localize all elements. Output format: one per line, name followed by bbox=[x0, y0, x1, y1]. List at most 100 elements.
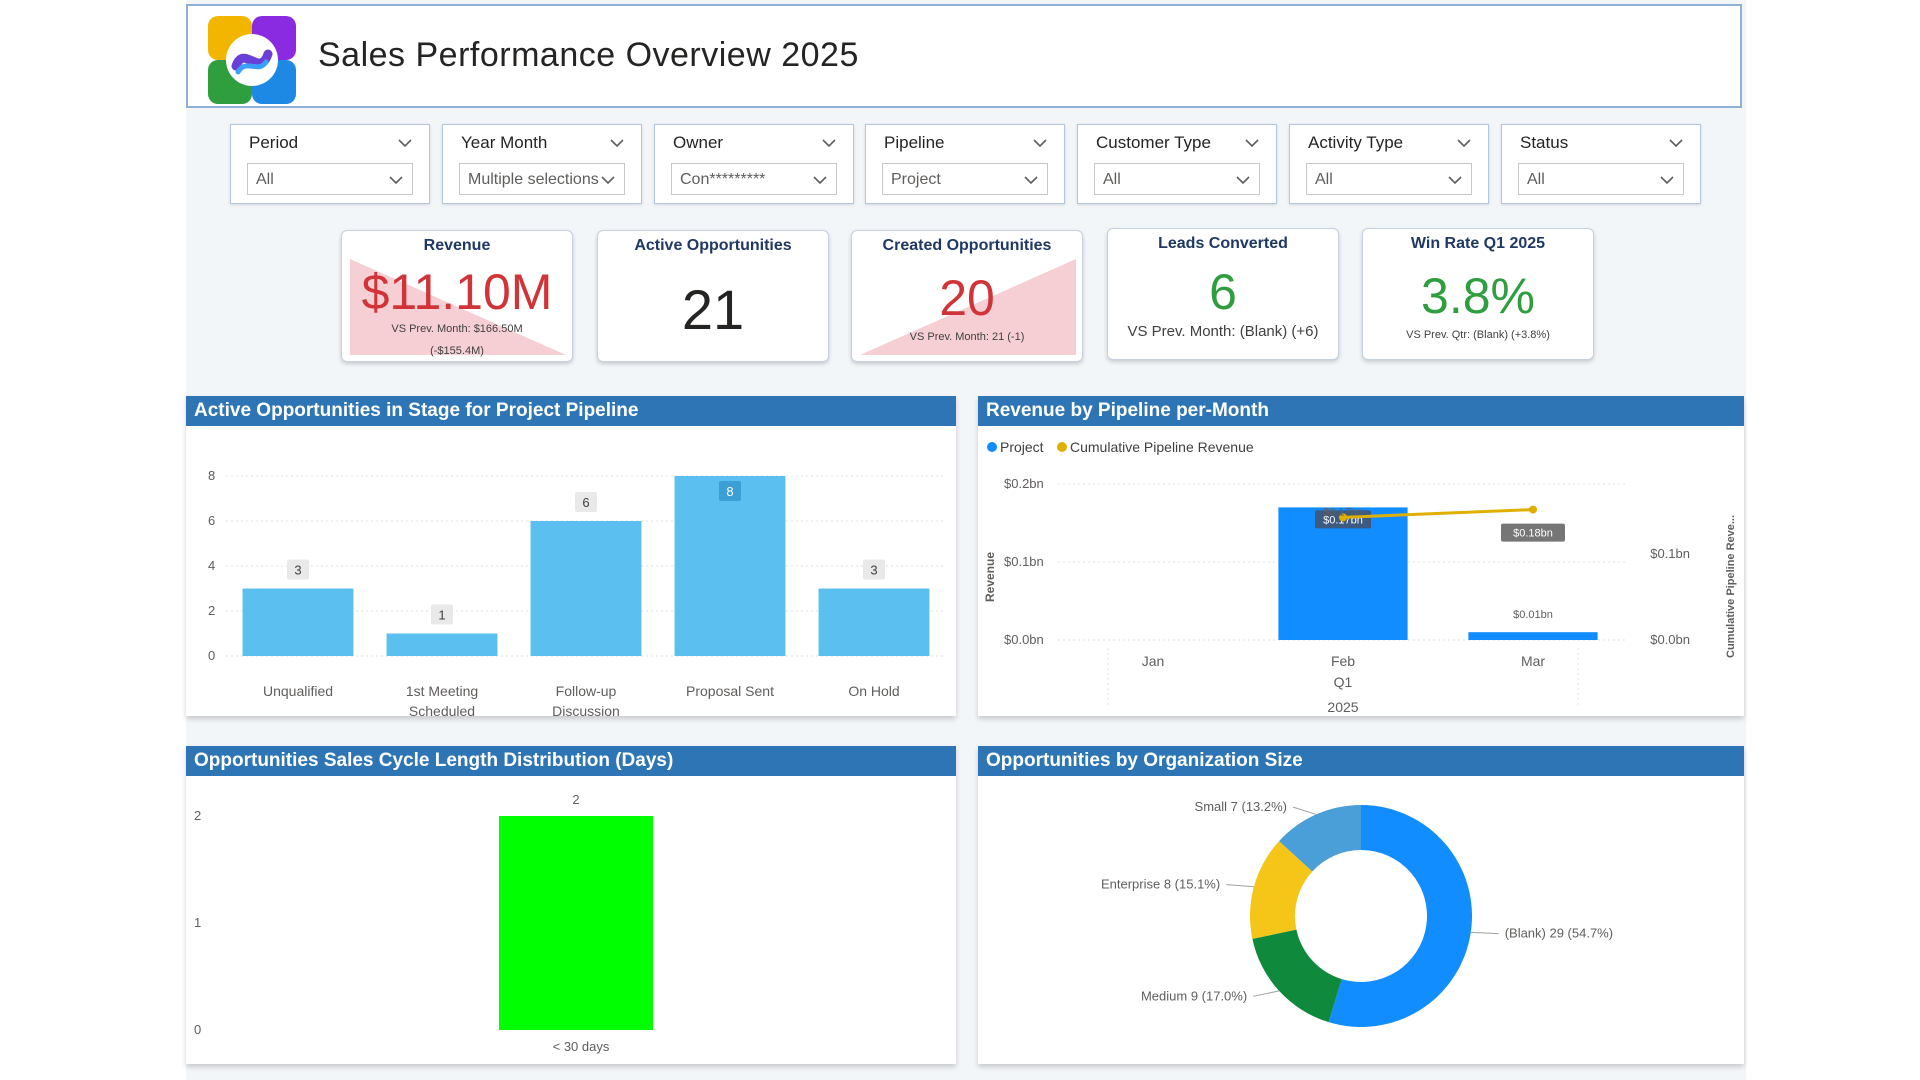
data-label: 2 bbox=[572, 792, 579, 807]
chevron-down-icon[interactable] bbox=[821, 135, 837, 151]
data-label-bg bbox=[863, 559, 885, 580]
bar bbox=[674, 476, 786, 656]
revenue-pipeline-title: Revenue by Pipeline per-Month bbox=[978, 396, 1744, 426]
slicer-status[interactable]: Status All bbox=[1501, 124, 1701, 204]
y-tick-label: 1 bbox=[194, 915, 201, 930]
legend-marker bbox=[987, 442, 997, 452]
slicer-value: Multiple selections bbox=[468, 171, 599, 188]
slicer-value: Con********* bbox=[680, 171, 766, 188]
slicer-title: Year Month bbox=[461, 133, 548, 152]
chevron-down-icon[interactable] bbox=[1668, 135, 1684, 151]
bar bbox=[386, 633, 498, 656]
active-opportunities-card: Active Opportunities 21 bbox=[597, 230, 829, 362]
revenue-delta: (-$155.4M) bbox=[430, 345, 484, 357]
data-label: 3 bbox=[294, 563, 301, 578]
active-opportunities-value: 21 bbox=[681, 278, 745, 341]
slicer-dropdown[interactable]: All bbox=[1518, 163, 1684, 195]
slicer-dropdown[interactable]: All bbox=[247, 163, 413, 195]
chevron-down-icon[interactable] bbox=[600, 172, 616, 188]
label-leader bbox=[1292, 806, 1317, 815]
line-data-label: $0.17bn bbox=[1323, 506, 1363, 518]
slicer-dropdown[interactable]: Project bbox=[882, 163, 1048, 195]
legend-marker bbox=[1057, 442, 1067, 452]
stage-chart: 0 2 4 6 8 3 Unqualified 1 1st Meeting Scheduled 6 F… bbox=[208, 468, 946, 716]
y-tick-label: 0 bbox=[208, 648, 215, 663]
chevron-down-icon[interactable] bbox=[388, 172, 404, 188]
slicer-dropdown[interactable]: Con********* bbox=[671, 163, 837, 195]
slicer-customer-type[interactable]: Customer Type All bbox=[1077, 124, 1277, 204]
y-tick-label: 8 bbox=[208, 468, 215, 483]
chevron-down-icon[interactable] bbox=[1659, 172, 1675, 188]
x-tick-label: Feb bbox=[1331, 653, 1355, 669]
legend-label: Cumulative Pipeline Revenue bbox=[1070, 439, 1254, 455]
y-tick-label: $0.0bn bbox=[1004, 632, 1044, 647]
bar bbox=[242, 588, 354, 656]
slicer-dropdown[interactable]: All bbox=[1094, 163, 1260, 195]
created-opportunities-comparison: VS Prev. Month: 21 (-1) bbox=[909, 331, 1025, 343]
created-trend-shape bbox=[860, 259, 1076, 355]
leads-converted-value: 6 bbox=[1209, 264, 1237, 320]
slice-label: Enterprise 8 (15.1%) bbox=[1101, 877, 1220, 892]
data-label: $0.01bn bbox=[1513, 609, 1553, 621]
revenue-trend-shape bbox=[350, 259, 566, 355]
chevron-down-icon[interactable] bbox=[1023, 172, 1039, 188]
x-tick-label: Scheduled bbox=[409, 703, 475, 716]
revenue-card-title: Revenue bbox=[423, 237, 491, 254]
slicer-title: Pipeline bbox=[884, 133, 945, 152]
label-leader bbox=[1470, 931, 1499, 935]
slice-label: Small 7 (13.2%) bbox=[1195, 799, 1287, 814]
chevron-down-icon[interactable] bbox=[1235, 172, 1251, 188]
x-tick-label: < 30 days bbox=[553, 1039, 610, 1054]
slicer-year-month[interactable]: Year Month Multiple selections bbox=[442, 124, 642, 204]
x-tick-label: On Hold bbox=[848, 683, 899, 699]
x-tick-label: Jan bbox=[1142, 653, 1165, 669]
chevron-down-icon[interactable] bbox=[1032, 135, 1048, 151]
slicer-title: Status bbox=[1520, 133, 1569, 152]
report-header: Sales Performance Overview 2025 bbox=[186, 4, 1742, 108]
slicer-value: All bbox=[1527, 171, 1545, 188]
donut-slice bbox=[1279, 805, 1361, 872]
cumulative-line bbox=[1342, 508, 1534, 519]
data-label: 6 bbox=[582, 495, 589, 510]
label-leader bbox=[1226, 884, 1254, 888]
x-tick-label: Mar bbox=[1521, 653, 1545, 669]
chevron-down-icon[interactable] bbox=[1456, 135, 1472, 151]
leads-converted-card: Leads Converted 6 VS Prev. Month: (Blank… bbox=[1107, 228, 1339, 360]
x-tick-label: Discussion bbox=[552, 703, 620, 716]
y-tick-label: 6 bbox=[208, 513, 215, 528]
slicer-pipeline[interactable]: Pipeline Project bbox=[865, 124, 1065, 204]
slicer-dropdown[interactable]: Multiple selections bbox=[459, 163, 625, 195]
revenue-value: $11.10M bbox=[361, 264, 553, 320]
active-opportunities-title: Active Opportunities bbox=[634, 237, 792, 254]
bar bbox=[818, 588, 930, 656]
org-size-title: Opportunities by Organization Size bbox=[978, 746, 1744, 776]
x-tick-label: Proposal Sent bbox=[686, 683, 774, 699]
chevron-down-icon[interactable] bbox=[1244, 135, 1260, 151]
line-data-label-bg bbox=[1501, 523, 1565, 542]
chevron-down-icon[interactable] bbox=[1447, 172, 1463, 188]
y-tick-label: $0.1bn bbox=[1004, 554, 1044, 569]
slicer-dropdown[interactable]: All bbox=[1306, 163, 1472, 195]
chevron-down-icon[interactable] bbox=[397, 135, 413, 151]
line-data-label: $0.18bn bbox=[1513, 528, 1553, 540]
leads-converted-title: Leads Converted bbox=[1158, 235, 1288, 252]
chevron-down-icon[interactable] bbox=[812, 172, 828, 188]
donut-slice bbox=[1250, 841, 1313, 939]
data-label-bg bbox=[431, 604, 453, 625]
stage-chart-title: Active Opportunities in Stage for Projec… bbox=[186, 396, 956, 426]
x-tick-label: 1st Meeting bbox=[406, 683, 478, 699]
x-quarter-label: Q1 bbox=[1334, 674, 1353, 690]
created-opportunities-card: Created Opportunities 20 VS Prev. Month:… bbox=[851, 230, 1083, 362]
donut-slice bbox=[1328, 805, 1472, 1027]
cycle-length-chart: 0 1 2 2 < 30 days bbox=[194, 792, 653, 1054]
win-rate-value: 3.8% bbox=[1421, 268, 1535, 324]
line-point bbox=[1339, 513, 1347, 522]
slicer-owner[interactable]: Owner Con********* bbox=[654, 124, 854, 204]
y-tick-label: 2 bbox=[208, 603, 215, 618]
app-logo-icon bbox=[208, 16, 296, 104]
slicer-activity-type[interactable]: Activity Type All bbox=[1289, 124, 1489, 204]
y2-tick-label: $0.1bn bbox=[1650, 546, 1690, 561]
x-year-label: 2025 bbox=[1327, 699, 1358, 715]
chevron-down-icon[interactable] bbox=[609, 135, 625, 151]
slicer-period[interactable]: Period All bbox=[230, 124, 430, 204]
